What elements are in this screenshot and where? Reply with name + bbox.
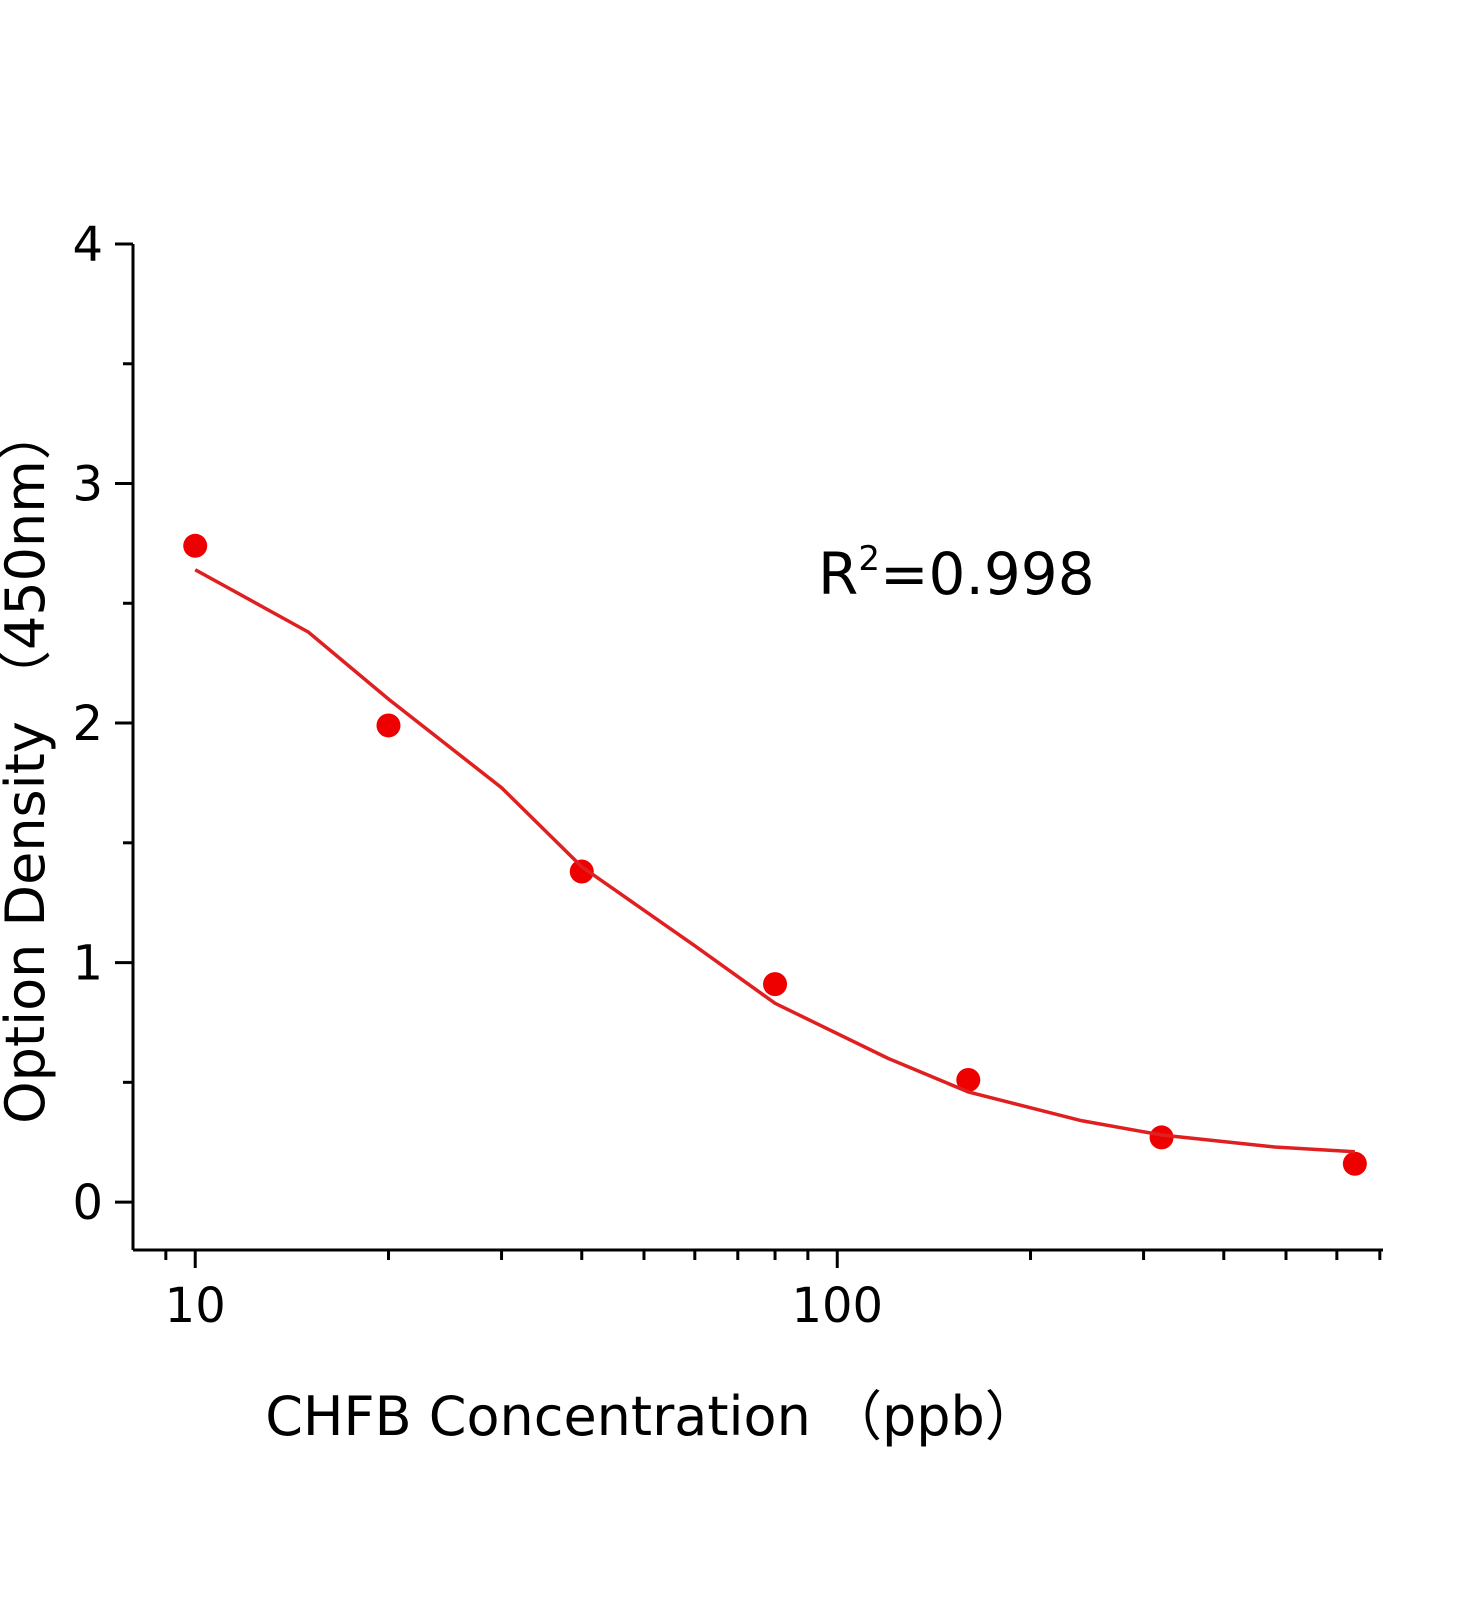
- data-point: [376, 713, 401, 738]
- annotation: R2=0.998: [818, 539, 1095, 608]
- x-axis-label: CHFB Concentration （ppb）: [265, 1385, 1039, 1448]
- data-point: [569, 859, 594, 884]
- y-tick-label: 4: [72, 217, 103, 273]
- data-point: [956, 1067, 981, 1092]
- y-tick-label: 2: [72, 696, 103, 752]
- data-point: [1149, 1125, 1174, 1150]
- y-tick-label: 3: [72, 457, 103, 513]
- data-point: [763, 972, 788, 997]
- y-tick-label: 1: [72, 936, 103, 992]
- x-tick-label: 10: [165, 1278, 226, 1334]
- fit-curve: [194, 568, 1355, 1154]
- annotation-part: =0.998: [880, 540, 1095, 608]
- annotation-sup: 2: [858, 539, 880, 579]
- y-axis-label: Option Density （450nm）: [0, 406, 57, 1124]
- data-point: [1342, 1151, 1367, 1176]
- x-tick-label: 100: [791, 1278, 883, 1334]
- y-tick-label: 0: [72, 1175, 103, 1231]
- data-point: [183, 533, 208, 558]
- annotation-part: R: [818, 540, 858, 608]
